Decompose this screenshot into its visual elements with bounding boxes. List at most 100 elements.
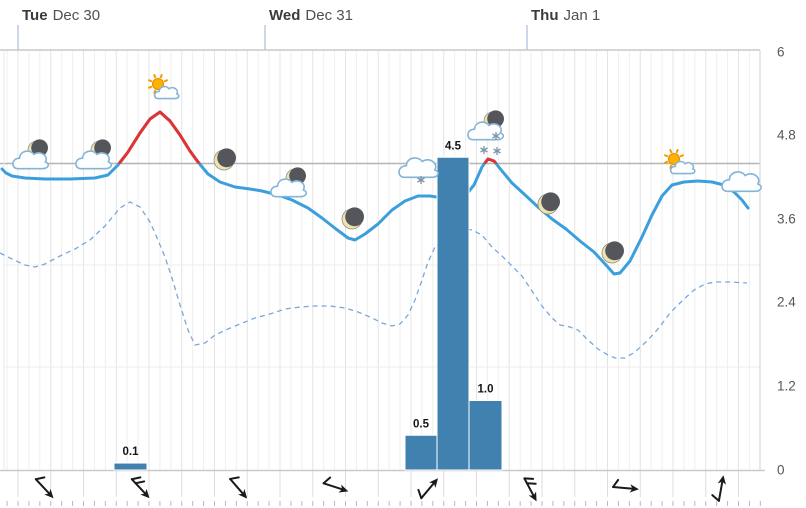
sun-ray [663, 160, 669, 164]
wind-barb-speed-tick [229, 476, 240, 480]
wind-barb [322, 476, 349, 493]
hour-tick-row [6, 501, 761, 506]
precipitation-bar [436, 156, 470, 471]
precipitation-value-label: 0.5 [413, 418, 430, 430]
cloud-shape [153, 85, 180, 100]
day-header-thu: Thu Jan 1 [531, 7, 600, 24]
clear-night-icon [601, 241, 624, 264]
wind-barb [130, 476, 150, 499]
wind-barbs [34, 475, 727, 502]
snow-shower-night-icon [467, 110, 505, 155]
wind-barb-arrowhead [528, 491, 537, 502]
wind-barb-speed-tick [523, 477, 535, 480]
partly-cloudy-night-icon [12, 139, 50, 170]
wind-barb-arrowhead [238, 489, 248, 499]
plot-borders [0, 25, 765, 472]
axis-tick-label: 6 [777, 45, 785, 60]
precipitation-value-label: 4.5 [445, 140, 462, 152]
wind-barb-arrowhead [140, 488, 150, 499]
sun-ray [159, 73, 163, 79]
clear-night-icon [213, 148, 236, 171]
wind-barb-speed-tick [34, 476, 46, 481]
snowflake-arm [480, 147, 488, 153]
wind-barb-shaft [612, 485, 634, 490]
day-name: Thu [531, 7, 559, 24]
wind-barb-shaft [322, 482, 344, 491]
moon-dark-shape [94, 139, 111, 157]
wind-barb-speed-tick [525, 482, 537, 485]
cloudy-icon [721, 171, 762, 193]
precipitation-bar [404, 434, 438, 471]
right-axis-labels: 6 4.8 3.6 2.4 1.2 0 [777, 45, 796, 478]
weather-icons [12, 73, 762, 264]
snowflake-arm [493, 148, 501, 154]
wind-barb [34, 476, 54, 499]
sun-disc [152, 78, 164, 90]
day-header-wed: Wed Dec 31 [269, 7, 353, 24]
day-header-tue: Tue Dec 30 [22, 7, 100, 24]
sun-ray [669, 148, 673, 154]
grid-vertical-hours [6, 50, 750, 497]
temperature-line [0, 110, 750, 276]
precipitation-bar [113, 462, 148, 471]
axis-tick-label: 1.2 [777, 379, 796, 394]
moon-dark-shape [217, 148, 236, 168]
axis-tick-label: 3.6 [777, 212, 796, 227]
cloud-shape [12, 150, 50, 170]
moon-dark-shape [345, 207, 364, 227]
cloud-shape [398, 157, 439, 179]
snowflake-arm [492, 133, 500, 139]
partly-cloudy-night-icon [75, 139, 113, 170]
moon-dark-shape [487, 110, 504, 128]
wind-barb-shaft [229, 477, 245, 496]
sun-ray [153, 89, 157, 95]
wind-barb-shaft [130, 478, 147, 495]
snowflake-arm [417, 177, 425, 183]
sun-ray [147, 79, 153, 83]
axis-tick-label: 0 [777, 463, 785, 478]
cloud-shape [270, 178, 308, 198]
wind-barb [612, 478, 639, 493]
sun-ray [679, 154, 685, 158]
sun-ray [663, 154, 669, 158]
sun-ray [675, 148, 679, 154]
day-name: Wed [269, 7, 301, 24]
axis-tick-label: 2.4 [777, 295, 796, 310]
clear-night-icon [537, 192, 560, 215]
wind-barb-shaft [420, 481, 436, 500]
mostly-sunny-icon [663, 148, 696, 175]
wind-barb [523, 477, 537, 502]
partly-cloudy-night-icon [270, 167, 308, 198]
cloud-shape [669, 160, 696, 175]
precipitation-value-label: 0.1 [123, 446, 140, 458]
cloud-shape [75, 150, 113, 170]
wind-barb-shaft [523, 477, 535, 498]
sun-ray [147, 85, 153, 89]
wind-barb-speed-tick [417, 488, 423, 500]
wind-barb-arrowhead [629, 484, 639, 493]
day-date: Dec 31 [305, 7, 353, 24]
wind-barb-arrowhead [44, 488, 54, 499]
wind-barb-arrowhead [338, 484, 349, 493]
wind-barb-arrowhead [717, 475, 727, 485]
wind-barb-arrowhead [428, 478, 438, 488]
day-date: Jan 1 [563, 7, 601, 24]
moon-dark-shape [541, 192, 560, 212]
moon-dark-shape [605, 241, 624, 261]
precipitation-bar [468, 400, 503, 471]
precipitation-bars: 0.1 0.5 4.5 1.0 [113, 140, 503, 471]
sun-ray [669, 164, 673, 170]
wind-barb [417, 478, 438, 500]
wind-barb [711, 475, 727, 502]
sun-disc [668, 153, 680, 165]
precipitation-value-label: 1.0 [478, 384, 494, 396]
wind-barb-shaft [717, 480, 724, 502]
moon-dark-shape [289, 167, 306, 185]
dashed-temperature-line [0, 201, 748, 359]
wind-barb-speed-tick [130, 476, 142, 481]
sun-ray [153, 73, 157, 79]
wind-barb-shaft [34, 478, 51, 495]
wind-barb-speed-tick [322, 476, 332, 485]
